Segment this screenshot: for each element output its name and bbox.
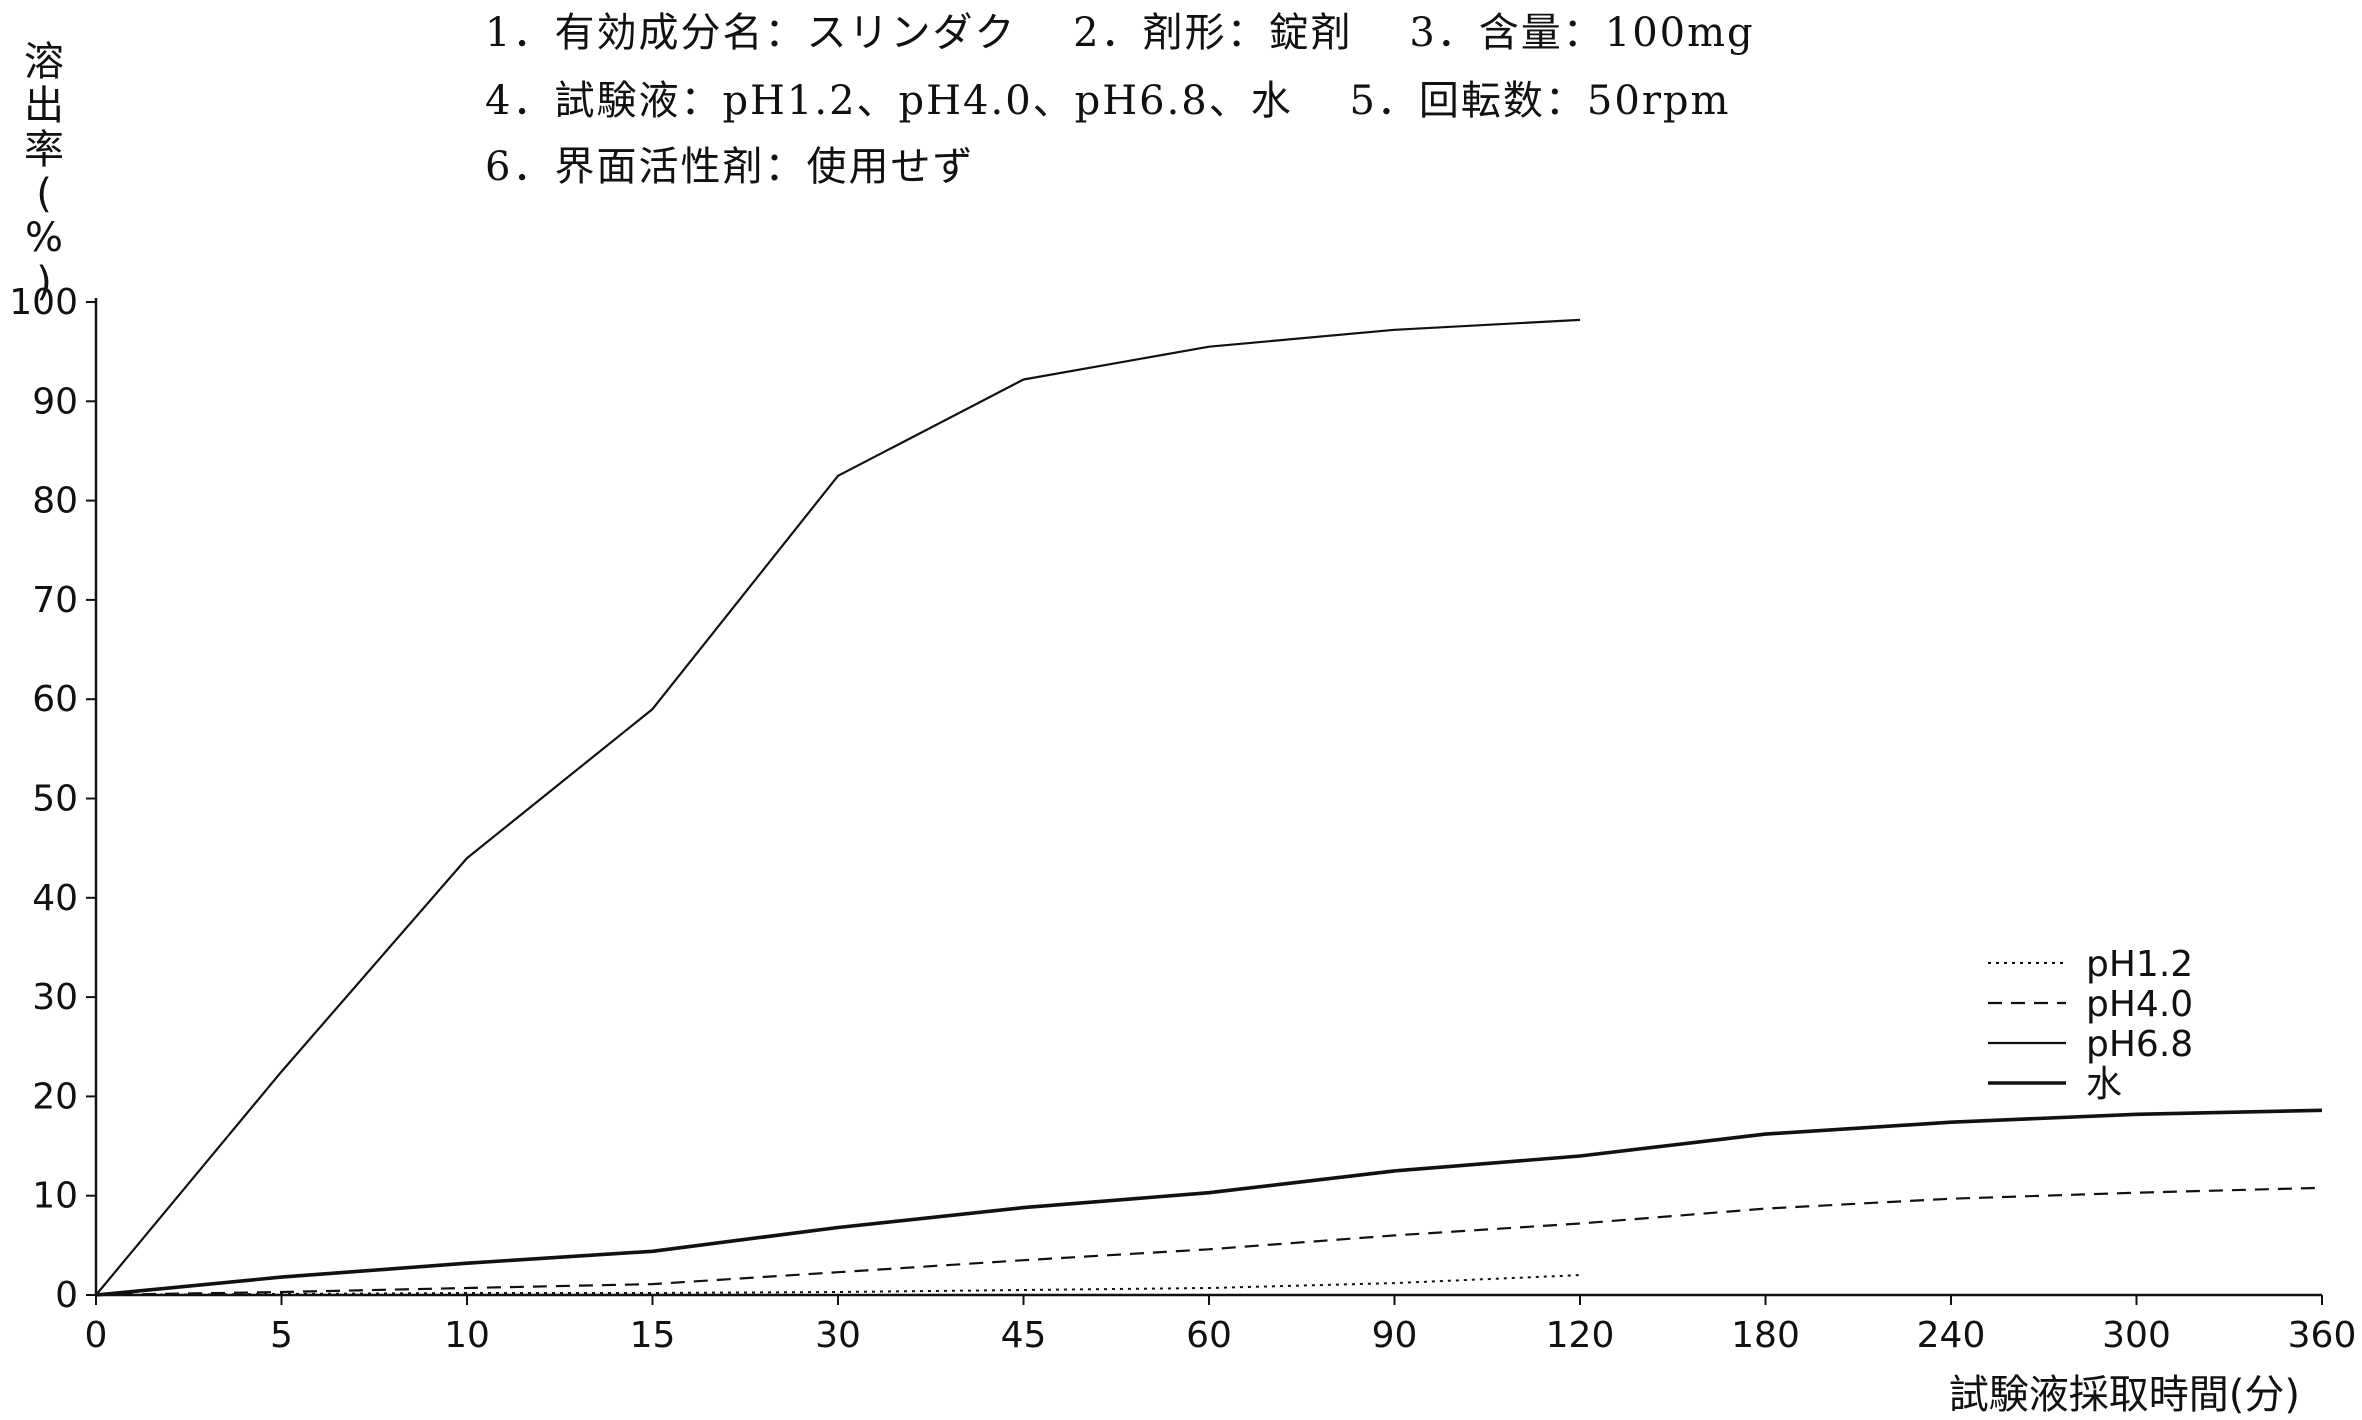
x-tick-label: 0	[85, 1315, 108, 1356]
y-tick-label: 100	[9, 282, 78, 323]
x-tick-label: 300	[2102, 1315, 2171, 1356]
series-line	[95, 1186, 2323, 1297]
y-axis-label-char: %	[24, 215, 63, 261]
y-tick-label: 70	[32, 580, 78, 621]
series-line	[95, 1108, 2323, 1297]
x-ticks: 0 5 10 15 30 45 60 90 120 180 240 300 360	[85, 1295, 2357, 1356]
legend-label: pH6.8	[2086, 1024, 2193, 1065]
legend-label: pH1.2	[2086, 944, 2193, 985]
legend-label: 水	[2086, 1064, 2122, 1105]
y-tick-label: 20	[32, 1076, 78, 1117]
series-lines	[95, 318, 2323, 1297]
legend-label: pH4.0	[2086, 984, 2193, 1025]
y-tick-label: 60	[32, 679, 78, 720]
x-tick-label: 180	[1731, 1315, 1800, 1356]
x-tick-label: 30	[815, 1315, 861, 1356]
x-tick-label: 90	[1372, 1315, 1418, 1356]
y-tick-label: 50	[32, 779, 78, 820]
condition-line-1: 1．有効成分名：スリンダク 2．剤形：錠剤 3．含量：100mg	[485, 10, 1755, 56]
y-axis-label-char: )	[36, 259, 52, 305]
condition-line-3: 6．界面活性剤：使用せず	[485, 144, 975, 190]
x-axis-label: 試験液採取時間(分)	[1948, 1372, 2300, 1418]
y-tick-label: 0	[55, 1275, 78, 1316]
x-tick-label: 5	[270, 1315, 293, 1356]
y-axis-label: 溶出率(%)	[18, 40, 70, 304]
series-line	[95, 318, 1581, 1296]
x-tick-label: 240	[1917, 1315, 1986, 1356]
y-tick-label: 40	[32, 878, 78, 919]
series-line	[95, 1274, 1581, 1296]
y-tick-label: 30	[32, 977, 78, 1018]
y-ticks: 0 10 20 30 40 50 60 70 80 90 100	[9, 282, 96, 1316]
x-tick-label: 15	[630, 1315, 676, 1356]
x-tick-label: 10	[444, 1315, 490, 1356]
y-axis-label-char: 溶	[24, 39, 64, 85]
y-tick-label: 80	[32, 481, 78, 522]
condition-line-2: 4．試験液：pH1.2、pH4.0、pH6.8、水 5．回転数：50rpm	[485, 78, 1731, 124]
y-axis-label-char: 出	[24, 83, 64, 129]
y-axis-label-char: (	[36, 171, 52, 217]
y-axis-label-char: 率	[24, 127, 64, 173]
y-tick-label: 10	[32, 1176, 78, 1217]
x-tick-label: 120	[1546, 1315, 1615, 1356]
x-tick-label: 60	[1186, 1315, 1232, 1356]
axes	[94, 298, 2322, 1297]
x-tick-label: 45	[1001, 1315, 1047, 1356]
x-tick-label: 360	[2288, 1315, 2357, 1356]
y-tick-label: 90	[32, 381, 78, 422]
